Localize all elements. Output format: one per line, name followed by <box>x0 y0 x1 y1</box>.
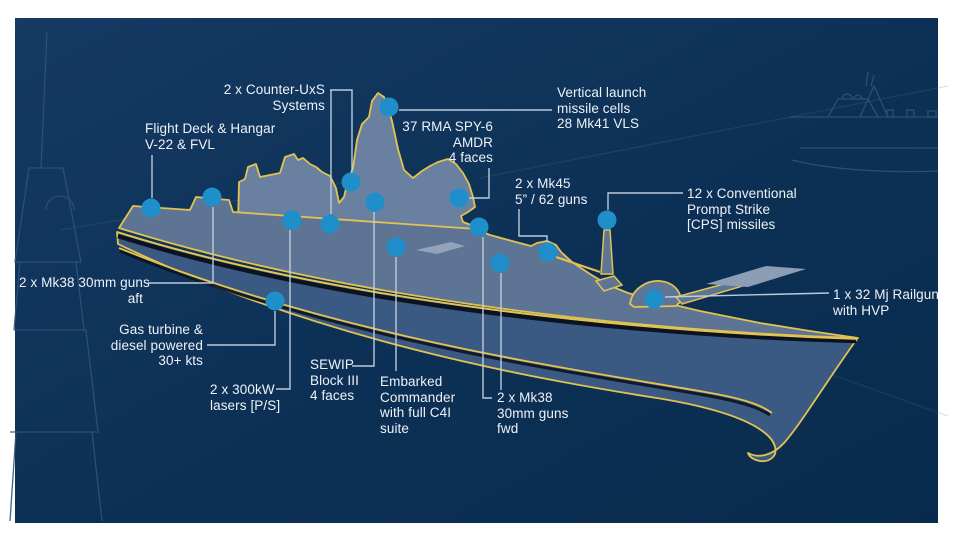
marker-gas-turbine <box>265 291 285 311</box>
label-lasers: 2 x 300kW lasers [P/S] <box>210 382 281 413</box>
marker-counter-uxs-1 <box>341 172 361 192</box>
connector-mk38-fwd-1 <box>482 237 492 399</box>
marker-mk38-fwd-2 <box>490 253 510 273</box>
label-cps: 12 x Conventional Prompt Strike [CPS] mi… <box>687 186 797 232</box>
projectile-dart-midship <box>416 242 465 254</box>
connector-lasers <box>276 230 291 390</box>
marker-embarked <box>386 237 406 257</box>
marker-mk45 <box>538 242 558 262</box>
label-spy6: 37 RMA SPY-6 AMDR 4 faces <box>402 119 493 165</box>
marker-lasers <box>282 210 302 230</box>
connector-spy6 <box>469 168 490 199</box>
marker-vls <box>379 97 399 117</box>
connector-railgun <box>664 292 830 298</box>
marker-dots <box>141 97 664 311</box>
connector-sewip <box>352 212 375 367</box>
background-ship-sketch-left <box>9 31 103 522</box>
label-counter-uxs: 2 x Counter-UxS Systems <box>223 82 325 113</box>
ship-superstructure <box>237 92 476 232</box>
waterline-highlight <box>116 231 858 340</box>
label-gas-turbine: Gas turbine & diesel powered 30+ kts <box>110 322 203 368</box>
marker-cps <box>597 210 617 230</box>
background-ship-sketch-right <box>790 71 939 173</box>
label-mk38-aft: 2 x Mk38 30mm guns aft <box>19 275 150 306</box>
label-mk45: 2 x Mk45 5” / 62 guns <box>515 176 588 207</box>
connector-counter-uxs-1 <box>330 89 353 173</box>
callout-connectors <box>148 89 830 399</box>
projectile-dart-bow <box>706 266 806 287</box>
marker-mk38-aft <box>202 187 222 207</box>
marker-flight-deck <box>141 198 161 218</box>
connector-mk45 <box>518 209 548 242</box>
boot-top-line <box>118 247 773 414</box>
marker-railgun <box>644 289 664 309</box>
marker-mk38-fwd-1 <box>469 217 489 237</box>
mk45-gun-barrel <box>555 256 601 273</box>
label-railgun: 1 x 32 Mj Railgun with HVP <box>833 287 940 318</box>
foredeck-mast-base <box>594 275 624 292</box>
marker-spy6 <box>449 188 469 208</box>
connector-mk38-aft <box>148 207 214 284</box>
ship-upper-hull <box>118 196 859 339</box>
boot-top-shadow-line <box>119 249 771 417</box>
connector-cps <box>607 192 683 210</box>
label-vls: Vertical launch missile cells 28 Mk41 VL… <box>557 85 647 131</box>
marker-counter-uxs-2 <box>320 214 340 234</box>
label-embarked: Embarked Commander with full C4I suite <box>380 374 456 436</box>
label-mk38-fwd: 2 x Mk38 30mm guns fwd <box>497 390 569 436</box>
label-flight-deck: Flight Deck & Hangar V-22 & FVL <box>145 121 276 152</box>
label-sewip: SEWIP Block III 4 faces <box>310 357 359 403</box>
marker-sewip <box>365 192 385 212</box>
foredeck-mast <box>600 229 614 275</box>
connector-gas-turbine <box>207 311 276 346</box>
waterline-stripe <box>117 233 857 344</box>
